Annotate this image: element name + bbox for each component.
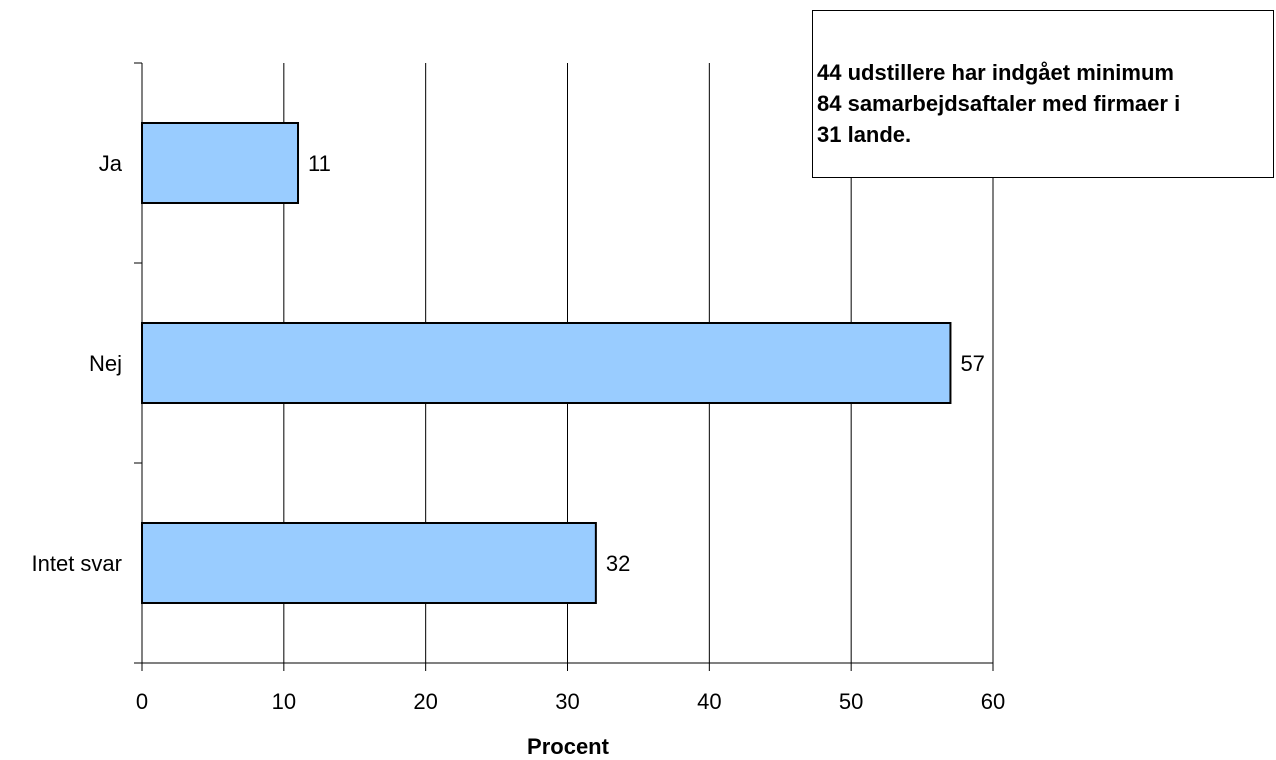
x-tick-label: 20 [413,689,437,714]
annotation-line: 84 samarbejdsaftaler med firmaer i [817,91,1181,116]
x-axis-title: Procent [527,734,610,759]
category-label: Intet svar [32,551,122,576]
annotation-line: 31 lande. [817,122,912,147]
annotation-line: 44 udstillere har indgået minimum [817,60,1174,85]
data-label: 32 [606,551,630,576]
data-label: 11 [308,151,331,176]
annotation-text: 44 udstillere har indgået minimum 84 sam… [817,57,1273,150]
x-tick-label: 10 [272,689,296,714]
x-tick-label: 0 [136,689,148,714]
bar [141,322,952,404]
x-tick-label: 30 [555,689,579,714]
bar [141,522,597,604]
annotation-box: 44 udstillere har indgået minimum 84 sam… [812,10,1274,178]
labels: 11 Ja 57 Nej 32 Intet svar 0 10 20 30 40 50 60 [32,151,1006,714]
bars [141,122,952,604]
x-tick-label: 60 [981,689,1005,714]
axes [134,62,994,671]
bar [141,122,300,204]
data-label: 57 [960,351,984,376]
category-label: Nej [89,351,122,376]
category-label: Ja [99,151,123,176]
x-tick-label: 40 [697,689,721,714]
x-tick-label: 50 [839,689,863,714]
